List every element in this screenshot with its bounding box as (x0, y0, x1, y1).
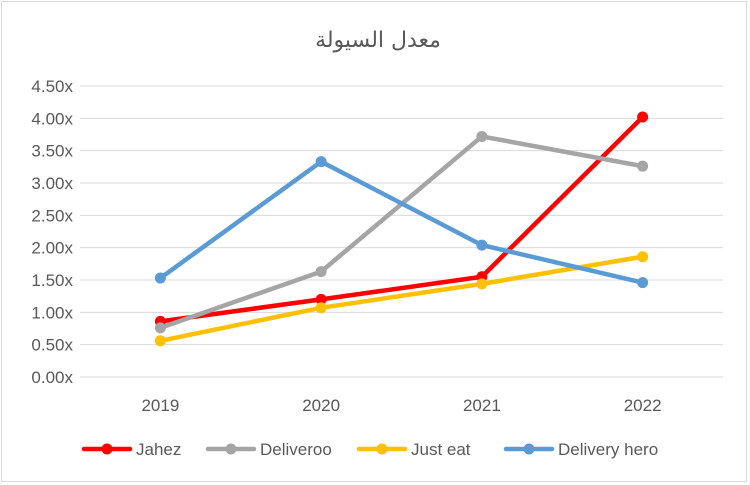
series-just-eat (154, 251, 649, 347)
chart-title: معدل السيولة (315, 28, 441, 53)
legend-label: Jahez (136, 440, 181, 459)
legend-item-just-eat: Just eat (356, 440, 471, 459)
legend-swatch-marker (101, 443, 113, 455)
data-point-delivery-hero (315, 156, 327, 168)
data-point-just-eat (315, 302, 327, 314)
data-point-deliveroo (315, 266, 327, 278)
y-tick-label: 0.50x (31, 336, 73, 355)
y-tick-label: 4.50x (31, 77, 73, 96)
series-line-delivery-hero (158, 159, 645, 285)
legend-swatch-marker (376, 443, 388, 455)
x-tick-label: 2022 (624, 396, 662, 415)
data-point-delivery-hero (637, 277, 649, 289)
legend-item-delivery-hero: Delivery hero (503, 440, 658, 459)
y-tick-label: 1.00x (31, 303, 73, 322)
series-line-jahez (158, 114, 645, 324)
x-tick-label: 2019 (141, 396, 179, 415)
series-delivery-hero (154, 156, 649, 289)
legend-label: Delivery hero (558, 440, 658, 459)
y-tick-label: 3.00x (31, 174, 73, 193)
data-point-jahez (637, 111, 649, 123)
y-tick-label: 1.50x (31, 271, 73, 290)
legend-swatch-marker (523, 443, 535, 455)
legend-item-jahez: Jahez (81, 440, 181, 459)
data-point-deliveroo (637, 160, 649, 172)
data-point-deliveroo (154, 322, 166, 334)
series-line-deliveroo (158, 134, 645, 331)
x-axis-ticks: 2019 2020 2021 2022 (141, 396, 661, 415)
legend-label: Just eat (411, 440, 471, 459)
x-tick-label: 2020 (302, 396, 340, 415)
gridlines (80, 85, 723, 378)
y-tick-label: 4.00x (31, 109, 73, 128)
data-point-jahez (315, 293, 327, 305)
y-tick-label: 3.50x (31, 142, 73, 161)
series-deliveroo (154, 130, 649, 334)
legend-swatch-marker (225, 443, 237, 455)
y-tick-label: 2.50x (31, 206, 73, 225)
data-point-just-eat (637, 251, 649, 263)
data-point-just-eat (154, 335, 166, 347)
data-point-deliveroo (476, 130, 488, 142)
y-axis-ticks: 0.00x 0.50x 1.00x 1.50x 2.00x 2.50x 3.00x 3.50x… (31, 77, 73, 387)
data-point-just-eat (476, 278, 488, 290)
y-tick-label: 2.00x (31, 239, 73, 258)
legend-label: Deliveroo (260, 440, 332, 459)
data-point-delivery-hero (154, 272, 166, 284)
x-tick-label: 2021 (463, 396, 501, 415)
legend: Jahez Deliveroo Just eat Delivery hero (81, 440, 658, 459)
series-group (154, 111, 649, 347)
legend-item-deliveroo: Deliveroo (205, 440, 332, 459)
y-tick-label: 0.00x (31, 368, 73, 387)
data-point-delivery-hero (476, 239, 488, 251)
series-line-just-eat (158, 254, 645, 344)
